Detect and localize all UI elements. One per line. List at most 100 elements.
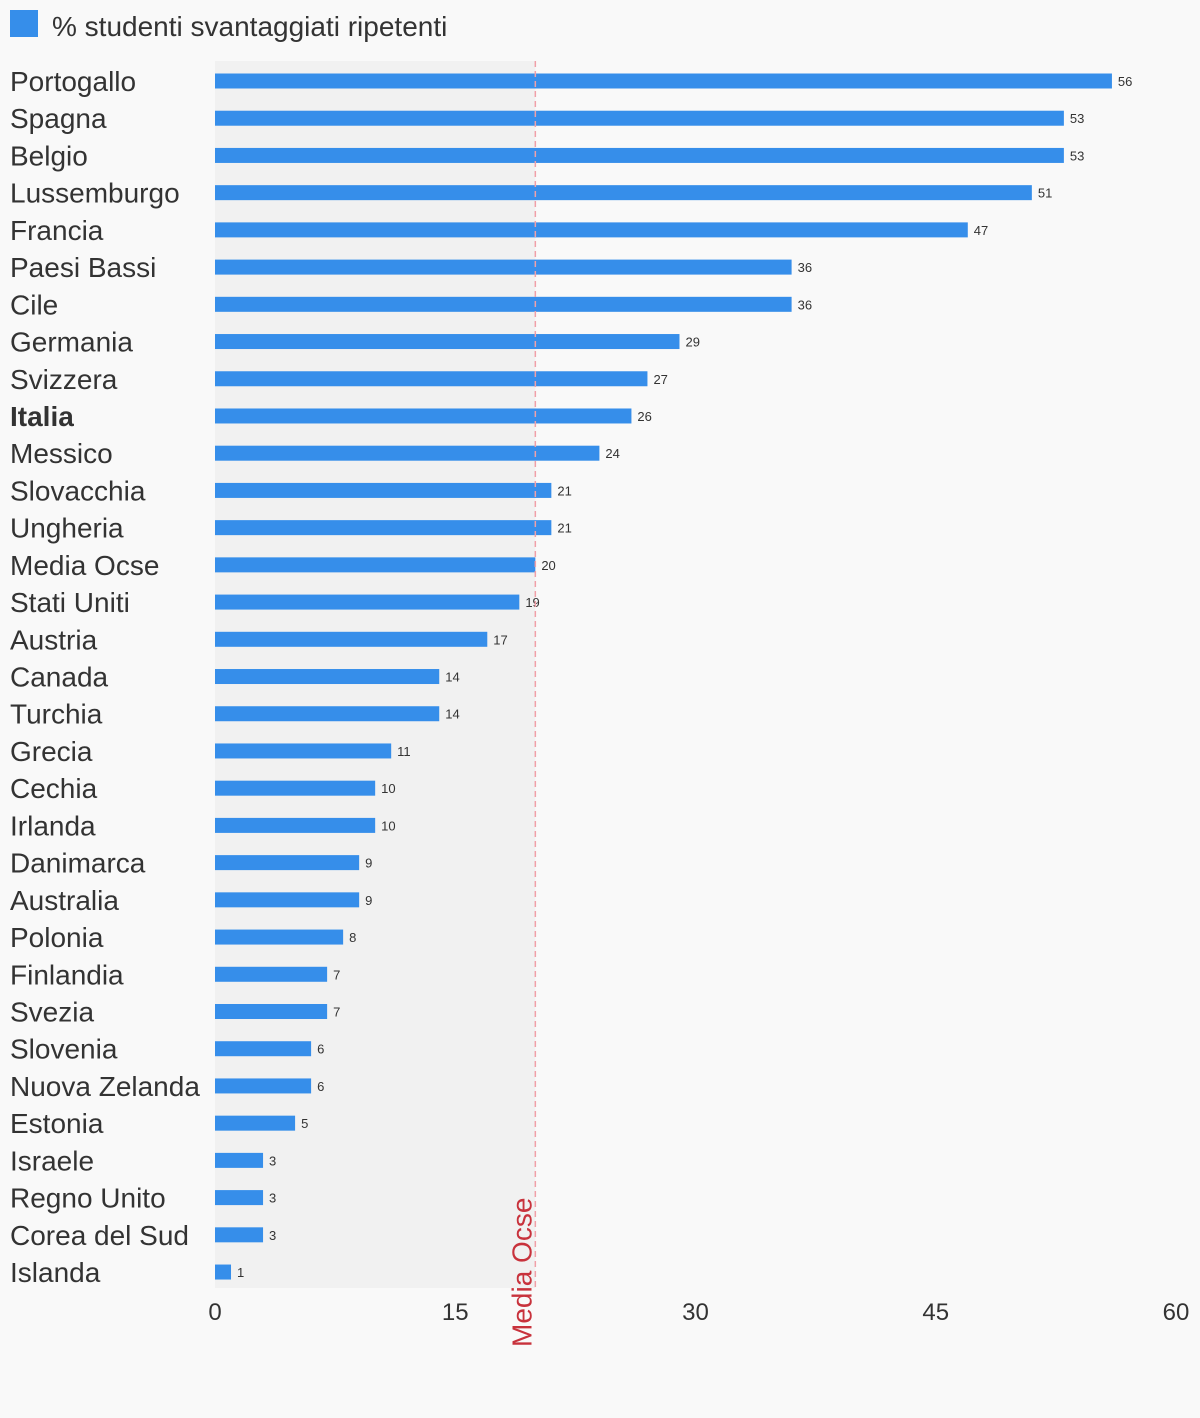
data-label: 10 — [381, 818, 395, 833]
data-label: 8 — [349, 930, 356, 945]
bar — [215, 296, 792, 312]
bar — [215, 1152, 264, 1168]
bar — [215, 520, 552, 536]
data-label: 26 — [637, 409, 651, 424]
category-label: Italia — [10, 401, 74, 432]
data-label: 56 — [1118, 74, 1132, 89]
category-label: Israele — [10, 1145, 94, 1176]
bar — [215, 185, 1032, 201]
bar — [215, 855, 360, 871]
category-label: Francia — [10, 215, 104, 246]
data-label: 6 — [317, 1079, 324, 1094]
bar — [215, 1190, 264, 1206]
category-label: Media Ocse — [10, 550, 159, 581]
data-label: 53 — [1070, 111, 1084, 126]
category-label: Slovenia — [10, 1034, 118, 1065]
data-label: 47 — [974, 223, 988, 238]
bar — [215, 706, 440, 722]
data-label: 36 — [798, 297, 812, 312]
data-label: 51 — [1038, 186, 1052, 201]
data-label: 11 — [397, 744, 411, 759]
category-label: Canada — [10, 662, 109, 693]
bar — [215, 892, 360, 908]
data-label: 9 — [365, 893, 372, 908]
x-tick-label: 30 — [682, 1299, 709, 1326]
x-tick-label: 60 — [1163, 1299, 1190, 1326]
data-label: 7 — [333, 967, 340, 982]
category-label: Regno Unito — [10, 1183, 166, 1214]
category-label: Danimarca — [10, 848, 146, 879]
category-label: Australia — [10, 885, 119, 916]
bar — [215, 259, 792, 275]
category-label: Belgio — [10, 140, 88, 171]
bar — [215, 966, 328, 982]
bar — [215, 1115, 296, 1131]
data-label: 14 — [445, 707, 459, 722]
category-label: Cile — [10, 289, 58, 320]
x-tick-label: 15 — [442, 1299, 469, 1326]
category-label: Cechia — [10, 773, 98, 804]
data-label: 1 — [237, 1265, 244, 1280]
data-label: 5 — [301, 1116, 308, 1131]
bar — [215, 222, 968, 238]
category-label: Finlandia — [10, 959, 124, 990]
data-label: 21 — [557, 483, 571, 498]
data-label: 10 — [381, 781, 395, 796]
data-label: 17 — [493, 632, 507, 647]
category-label: Islanda — [10, 1257, 101, 1288]
category-label: Paesi Bassi — [10, 252, 156, 283]
bar — [215, 408, 632, 424]
data-label: 21 — [557, 521, 571, 536]
category-label: Estonia — [10, 1108, 104, 1139]
data-label: 53 — [1070, 148, 1084, 163]
bar — [215, 780, 376, 796]
category-label: Stati Uniti — [10, 587, 130, 618]
data-label: 3 — [269, 1228, 276, 1243]
data-label: 29 — [685, 335, 699, 350]
bar — [215, 482, 552, 498]
bar — [215, 1264, 232, 1280]
bar — [215, 557, 536, 573]
category-label: Grecia — [10, 736, 93, 767]
data-label: 3 — [269, 1153, 276, 1168]
category-label: Spagna — [10, 103, 107, 134]
category-label: Polonia — [10, 922, 104, 953]
bar — [215, 1041, 312, 1057]
category-label: Corea del Sud — [10, 1220, 189, 1251]
data-label: 36 — [798, 260, 812, 275]
bar — [215, 669, 440, 685]
category-label: Portogallo — [10, 66, 136, 97]
data-label: 20 — [541, 558, 555, 573]
category-label: Germania — [10, 327, 133, 358]
category-label: Nuova Zelanda — [10, 1071, 200, 1102]
data-label: 27 — [653, 372, 667, 387]
category-label: Svizzera — [10, 364, 118, 395]
data-label: 9 — [365, 856, 372, 871]
category-label: Messico — [10, 438, 113, 469]
data-label: 14 — [445, 670, 459, 685]
category-label: Svezia — [10, 997, 94, 1028]
x-axis-ticks: 0 15 30 45 60 — [208, 1299, 1189, 1326]
data-label: 3 — [269, 1191, 276, 1206]
data-label: 7 — [333, 1005, 340, 1020]
bar — [215, 73, 1112, 89]
category-label: Turchia — [10, 699, 103, 730]
bar — [215, 743, 392, 759]
category-label: Slovacchia — [10, 475, 146, 506]
bar — [215, 110, 1064, 126]
bar — [215, 147, 1064, 163]
category-label: Austria — [10, 624, 98, 655]
bar — [215, 334, 680, 350]
bar — [215, 631, 488, 647]
legend-swatch — [10, 10, 38, 37]
bar — [215, 1004, 328, 1019]
category-label: Ungheria — [10, 513, 124, 544]
category-label: Lussemburgo — [10, 178, 180, 209]
data-label: 24 — [605, 446, 619, 461]
bar — [215, 1227, 264, 1243]
x-tick-label: 45 — [922, 1299, 949, 1326]
bar — [215, 445, 600, 461]
data-label: 6 — [317, 1042, 324, 1057]
